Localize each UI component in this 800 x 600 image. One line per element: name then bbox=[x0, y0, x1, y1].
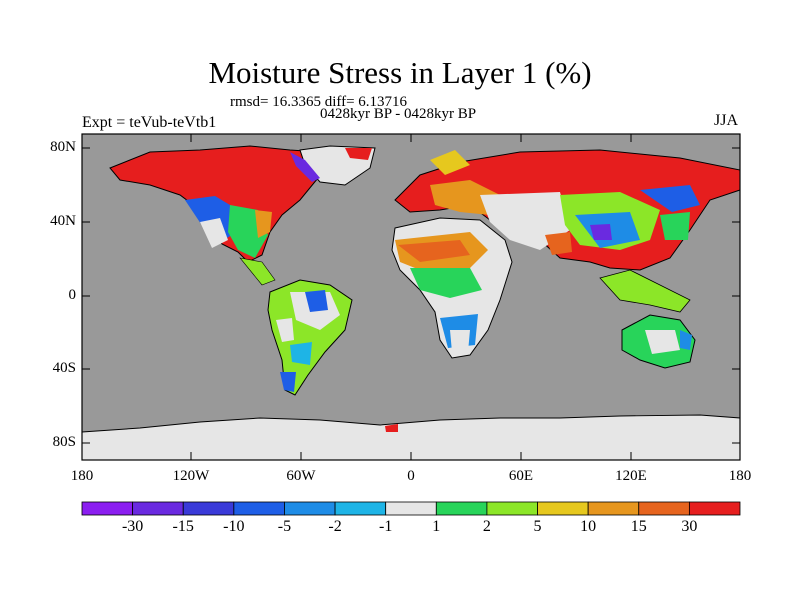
colorbar-swatch bbox=[638, 501, 690, 516]
lat-label-80n: 80N bbox=[50, 139, 76, 155]
africa-region bbox=[391, 217, 513, 359]
colorbar-swatch bbox=[81, 501, 134, 516]
lon-label-0: 0 bbox=[407, 468, 415, 484]
colorbar-swatch bbox=[587, 501, 640, 516]
colorbar-label: 10 bbox=[580, 518, 597, 535]
lon-label-180e: 180 bbox=[728, 468, 752, 484]
lon-ticks bbox=[190, 134, 632, 460]
colorbar-swatch bbox=[284, 501, 336, 516]
colorbar-label: -1 bbox=[379, 518, 393, 535]
lat-label-40s: 40S bbox=[52, 360, 76, 376]
colorbar-label: 30 bbox=[681, 518, 698, 535]
colorbar-swatch bbox=[435, 501, 488, 516]
colorbar-swatch bbox=[537, 501, 589, 516]
colorbar-swatch bbox=[385, 501, 437, 516]
colorbar-swatch bbox=[233, 501, 285, 516]
colorbar-label: -15 bbox=[172, 518, 194, 535]
colorbar-label: 2 bbox=[482, 518, 491, 535]
colorbar-label: -10 bbox=[223, 518, 245, 535]
colorbar-label: 5 bbox=[533, 518, 542, 535]
lat-label-40n: 40N bbox=[50, 213, 76, 229]
colorbar bbox=[81, 501, 741, 516]
colorbar-swatch bbox=[334, 501, 387, 516]
south-america-region bbox=[267, 279, 353, 396]
colorbar-swatch bbox=[688, 501, 741, 516]
colorbar-label: 15 bbox=[630, 518, 647, 535]
lon-label-60e: 60E bbox=[508, 468, 534, 484]
colorbar-label: 1 bbox=[432, 518, 441, 535]
lon-label-120w: 120W bbox=[172, 468, 210, 484]
experiment-label: Expt = teVub-teVtb1 bbox=[82, 114, 217, 131]
southeast-asia-region bbox=[599, 269, 691, 313]
stats-label: rmsd= 16.3365 diff= 6.13716 bbox=[230, 94, 408, 110]
colorbar-label: -30 bbox=[121, 518, 144, 535]
lat-ticks bbox=[82, 147, 740, 444]
lat-label-0: 0 bbox=[68, 287, 77, 303]
colorbar-swatch bbox=[182, 501, 235, 516]
colorbar-swatch bbox=[132, 501, 184, 516]
lon-label-180w: 180 bbox=[70, 468, 94, 484]
australia-region bbox=[621, 314, 696, 369]
north-america-region bbox=[109, 145, 321, 286]
period-label: 0428kyr BP - 0428kyr BP bbox=[320, 106, 477, 122]
lon-label-120e: 120E bbox=[615, 468, 647, 484]
season-label: JJA bbox=[714, 112, 739, 129]
colorbar-label: -2 bbox=[328, 518, 342, 535]
lon-label-60w: 60W bbox=[286, 468, 316, 484]
map-title: Moisture Stress in Layer 1 (%) bbox=[208, 55, 592, 90]
lat-label-80s: 80S bbox=[52, 434, 76, 450]
eurasia-region bbox=[394, 149, 741, 271]
colorbar-label: -5 bbox=[277, 518, 292, 535]
colorbar-swatch bbox=[486, 501, 538, 516]
